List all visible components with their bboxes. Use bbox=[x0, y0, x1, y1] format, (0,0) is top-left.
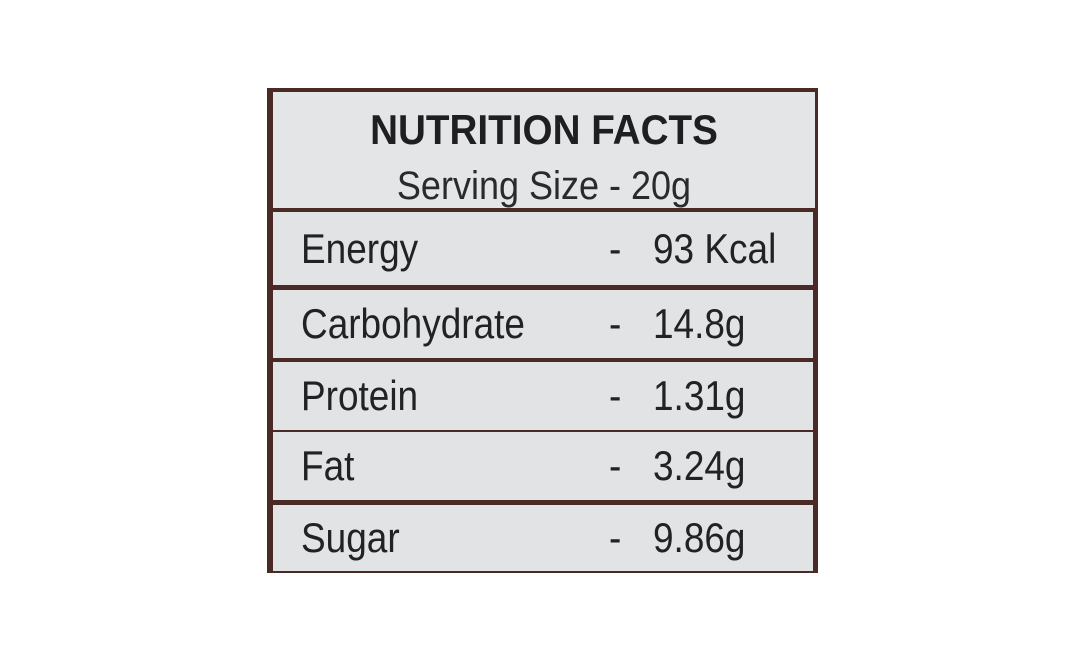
serving-size: Serving Size - 20g bbox=[396, 164, 692, 208]
nutrient-name: Sugar bbox=[301, 514, 400, 561]
nutrient-name: Fat bbox=[301, 442, 355, 489]
nutrient-name: Protein bbox=[301, 372, 419, 419]
table-row: Carbohydrate -14.8g bbox=[273, 290, 813, 358]
nutrient-value: 3.24g bbox=[653, 442, 746, 489]
table-row: Protein -1.31g bbox=[273, 362, 813, 430]
separator: - bbox=[609, 372, 622, 419]
separator: - bbox=[609, 442, 622, 489]
nutrient-name: Carbohydrate bbox=[301, 300, 525, 347]
table-row: Sugar -9.86g bbox=[273, 505, 813, 571]
nutrient-value: 14.8g bbox=[653, 300, 746, 347]
nutrient-name: Energy bbox=[301, 224, 419, 272]
separator: - bbox=[609, 224, 622, 272]
label-header: NUTRITION FACTS Serving Size - 20g bbox=[273, 92, 815, 208]
nutrition-label: NUTRITION FACTS Serving Size - 20g Energ… bbox=[267, 88, 818, 573]
table-row: Energy -93 Kcal bbox=[273, 212, 813, 285]
nutrient-value: 93 Kcal bbox=[653, 224, 777, 272]
title: NUTRITION FACTS bbox=[370, 106, 718, 153]
table-row: Fat -3.24g bbox=[273, 432, 813, 500]
separator: - bbox=[609, 514, 622, 561]
nutrient-value: 1.31g bbox=[653, 372, 746, 419]
nutrient-value: 9.86g bbox=[653, 514, 746, 561]
separator: - bbox=[609, 300, 622, 347]
